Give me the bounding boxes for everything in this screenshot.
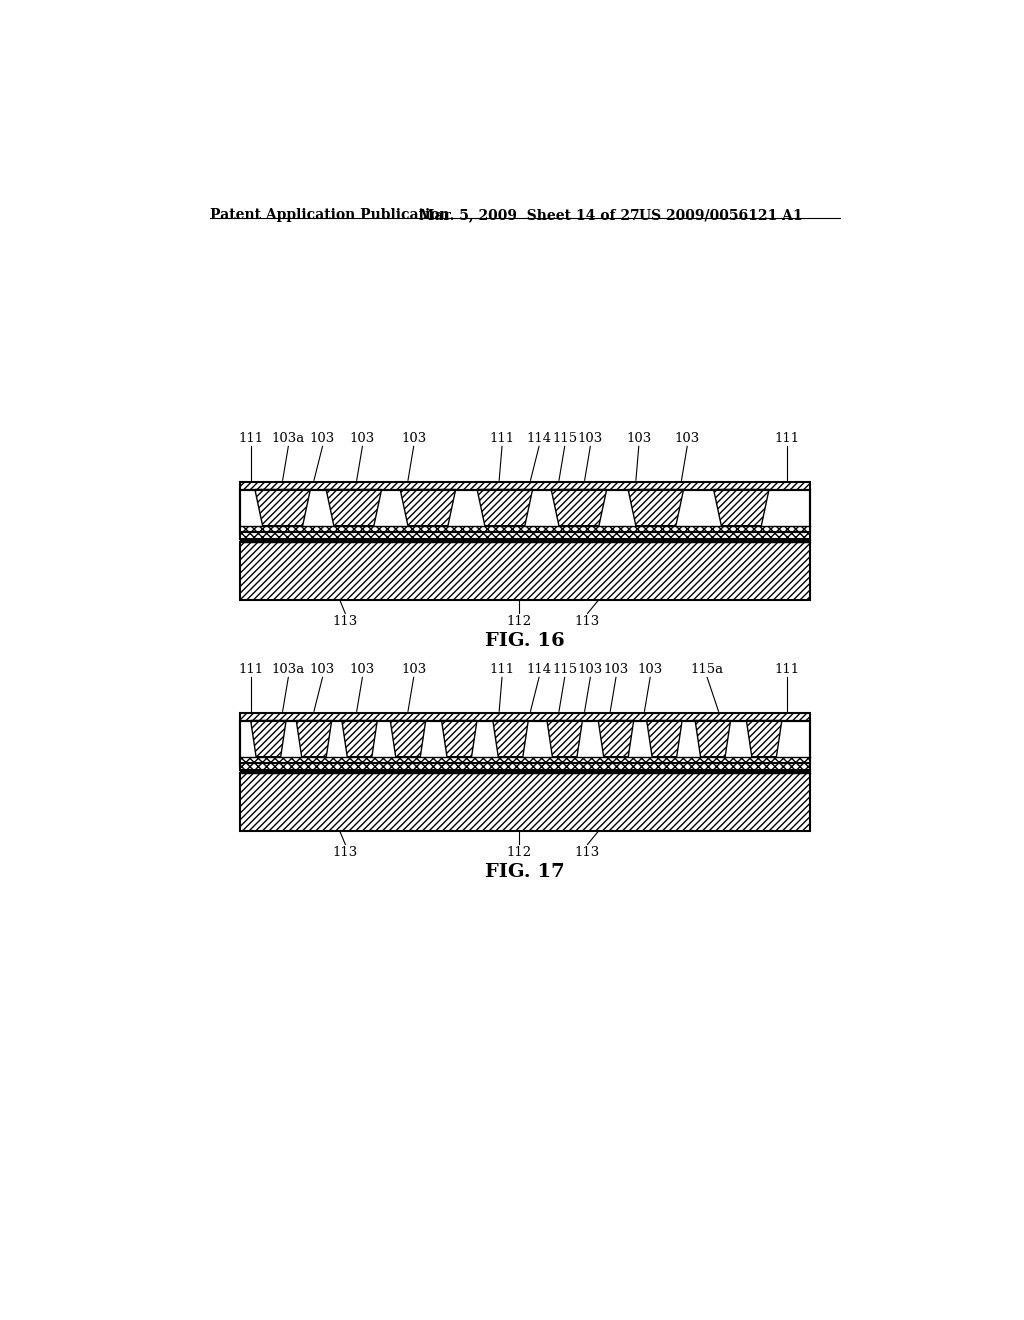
Bar xyxy=(240,763,810,770)
Bar xyxy=(240,721,810,763)
Bar xyxy=(240,756,810,763)
Text: FIG. 16: FIG. 16 xyxy=(485,632,564,649)
Polygon shape xyxy=(251,721,286,756)
Polygon shape xyxy=(493,721,528,756)
Polygon shape xyxy=(746,721,782,756)
Bar xyxy=(240,774,810,830)
Bar xyxy=(240,482,810,490)
Bar xyxy=(240,525,810,532)
Text: 111: 111 xyxy=(774,432,800,445)
Text: 115a: 115a xyxy=(690,663,724,676)
Text: 103: 103 xyxy=(350,432,375,445)
Polygon shape xyxy=(551,490,606,525)
Text: 113: 113 xyxy=(333,846,358,859)
Bar xyxy=(240,490,810,532)
Bar xyxy=(240,490,810,532)
Text: 103a: 103a xyxy=(271,663,305,676)
Text: 103: 103 xyxy=(350,663,375,676)
Text: 103: 103 xyxy=(310,663,335,676)
Polygon shape xyxy=(477,490,532,525)
Bar xyxy=(240,756,810,763)
Bar xyxy=(240,532,810,539)
Polygon shape xyxy=(400,490,456,525)
Text: 103: 103 xyxy=(401,432,426,445)
Text: 111: 111 xyxy=(489,432,515,445)
Text: 103: 103 xyxy=(401,663,426,676)
Text: 103: 103 xyxy=(310,432,335,445)
Text: 114: 114 xyxy=(526,663,552,676)
Bar xyxy=(240,763,810,770)
Bar xyxy=(240,721,810,763)
Bar xyxy=(240,525,810,532)
Text: 115: 115 xyxy=(552,663,578,676)
Text: 103: 103 xyxy=(603,663,629,676)
Polygon shape xyxy=(647,721,682,756)
Text: 115: 115 xyxy=(552,432,578,445)
Text: FIG. 17: FIG. 17 xyxy=(485,863,564,880)
Text: 113: 113 xyxy=(574,846,600,859)
Polygon shape xyxy=(342,721,377,756)
Text: 112: 112 xyxy=(507,615,531,628)
Polygon shape xyxy=(296,721,332,756)
Text: 103: 103 xyxy=(626,432,651,445)
Text: 103: 103 xyxy=(638,663,663,676)
Bar xyxy=(240,713,810,721)
Text: Patent Application Publication: Patent Application Publication xyxy=(210,209,450,223)
Text: 103: 103 xyxy=(675,432,699,445)
Text: 103: 103 xyxy=(578,663,603,676)
Text: 111: 111 xyxy=(239,432,264,445)
Polygon shape xyxy=(255,490,310,525)
Bar xyxy=(240,482,810,490)
Bar xyxy=(240,543,810,599)
Text: 111: 111 xyxy=(489,663,515,676)
Polygon shape xyxy=(441,721,477,756)
Polygon shape xyxy=(390,721,426,756)
Text: US 2009/0056121 A1: US 2009/0056121 A1 xyxy=(639,209,803,223)
Polygon shape xyxy=(547,721,583,756)
Text: 111: 111 xyxy=(774,663,800,676)
Polygon shape xyxy=(714,490,769,525)
Text: 114: 114 xyxy=(526,432,552,445)
Text: 113: 113 xyxy=(574,615,600,628)
Text: 113: 113 xyxy=(333,615,358,628)
Polygon shape xyxy=(628,490,684,525)
Bar xyxy=(240,774,810,830)
Polygon shape xyxy=(326,490,382,525)
Bar xyxy=(240,532,810,539)
Polygon shape xyxy=(695,721,730,756)
Text: Mar. 5, 2009  Sheet 14 of 27: Mar. 5, 2009 Sheet 14 of 27 xyxy=(419,209,640,223)
Text: 112: 112 xyxy=(507,846,531,859)
Bar xyxy=(240,713,810,721)
Text: 103a: 103a xyxy=(271,432,305,445)
Text: 103: 103 xyxy=(578,432,603,445)
Polygon shape xyxy=(598,721,634,756)
Bar xyxy=(240,543,810,599)
Text: 111: 111 xyxy=(239,663,264,676)
